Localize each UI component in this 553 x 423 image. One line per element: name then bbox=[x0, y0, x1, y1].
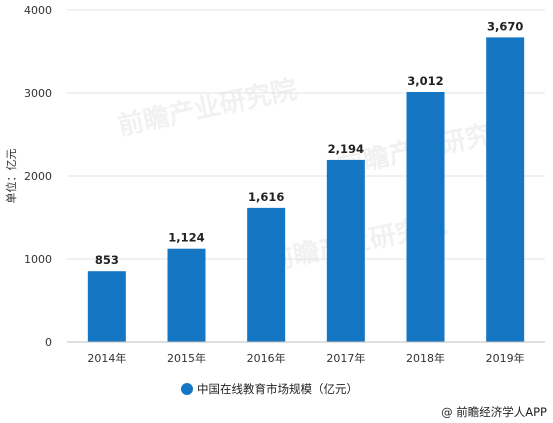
gridlines bbox=[67, 9, 545, 260]
data-label: 2,194 bbox=[328, 142, 364, 156]
x-tick-label: 2017年 bbox=[326, 351, 365, 365]
bar[interactable] bbox=[247, 207, 286, 342]
legend-label: 中国在线教育市场规模（亿元） bbox=[197, 382, 358, 396]
source-credit: @ 前瞻经济学人APP bbox=[441, 405, 547, 419]
x-tick-label: 2019年 bbox=[486, 351, 525, 365]
y-tick-label: 1000 bbox=[24, 253, 52, 266]
y-tick-label: 3000 bbox=[24, 87, 52, 100]
y-axis-ticks: 0 1000 2000 3000 4000 bbox=[24, 4, 52, 349]
bar[interactable] bbox=[486, 37, 525, 342]
data-label: 3,670 bbox=[487, 19, 523, 33]
bar[interactable] bbox=[167, 248, 206, 342]
bar[interactable] bbox=[87, 271, 126, 342]
y-axis-label: 单位：亿元 bbox=[4, 149, 18, 204]
y-tick-label: 2000 bbox=[24, 170, 52, 183]
bar-series bbox=[87, 37, 525, 342]
x-tick-label: 2015年 bbox=[167, 351, 206, 365]
bar[interactable] bbox=[326, 159, 365, 342]
x-tick-label: 2014年 bbox=[87, 351, 126, 365]
x-axis-ticks: 2014年 2015年 2016年 2017年 2018年 2019年 bbox=[87, 351, 524, 365]
x-tick-label: 2016年 bbox=[247, 351, 286, 365]
data-label: 853 bbox=[95, 253, 119, 267]
watermark-layer: 前瞻产业研究院 前瞻产业研究院 前瞻产业研究院 bbox=[115, 74, 519, 277]
y-tick-label: 4000 bbox=[24, 4, 52, 17]
x-tick-label: 2018年 bbox=[406, 351, 445, 365]
watermark-text: 前瞻产业研究院 bbox=[115, 74, 299, 142]
legend-marker bbox=[181, 383, 193, 395]
data-label: 1,616 bbox=[248, 190, 284, 204]
bar[interactable] bbox=[406, 92, 445, 342]
data-label: 3,012 bbox=[407, 74, 443, 88]
data-labels: 853 1,124 1,616 2,194 3,012 3,670 bbox=[95, 19, 524, 267]
data-label: 1,124 bbox=[168, 231, 204, 245]
legend[interactable]: 中国在线教育市场规模（亿元） bbox=[181, 382, 358, 396]
y-tick-label: 0 bbox=[45, 336, 52, 349]
